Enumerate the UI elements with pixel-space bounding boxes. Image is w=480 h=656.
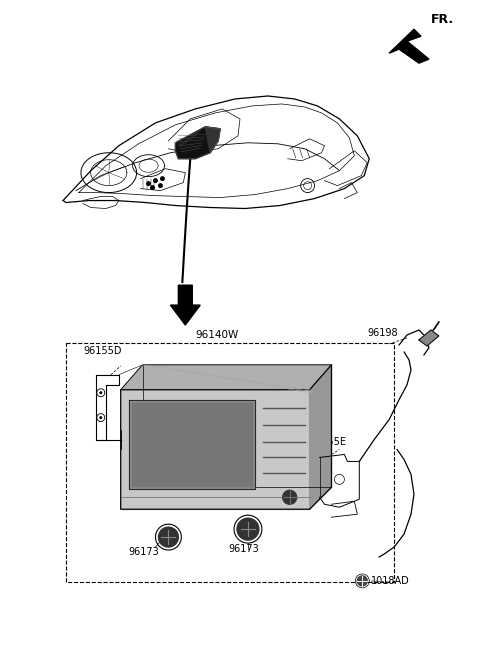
Circle shape bbox=[160, 176, 165, 181]
Text: 96140W: 96140W bbox=[195, 330, 239, 340]
Circle shape bbox=[158, 183, 163, 188]
Polygon shape bbox=[179, 131, 200, 147]
Polygon shape bbox=[205, 127, 220, 153]
Polygon shape bbox=[120, 390, 310, 509]
Circle shape bbox=[283, 490, 297, 504]
Circle shape bbox=[99, 391, 102, 394]
Bar bbox=[66, 343, 394, 582]
Polygon shape bbox=[310, 365, 332, 509]
Text: 96173: 96173 bbox=[228, 544, 259, 554]
Circle shape bbox=[237, 518, 259, 540]
Circle shape bbox=[158, 527, 179, 547]
Polygon shape bbox=[175, 127, 220, 159]
Circle shape bbox=[150, 185, 155, 190]
Text: 1018AD: 1018AD bbox=[371, 576, 410, 586]
Polygon shape bbox=[129, 400, 255, 489]
Polygon shape bbox=[389, 30, 429, 63]
Circle shape bbox=[153, 178, 158, 183]
Text: 96198: 96198 bbox=[367, 328, 398, 338]
Circle shape bbox=[146, 181, 151, 186]
Text: 96173: 96173 bbox=[129, 547, 159, 557]
Text: 96155E: 96155E bbox=[310, 438, 347, 447]
Circle shape bbox=[99, 416, 102, 419]
Polygon shape bbox=[120, 365, 332, 390]
Polygon shape bbox=[419, 330, 439, 346]
Polygon shape bbox=[170, 285, 200, 325]
Circle shape bbox=[357, 576, 367, 586]
Text: 96155D: 96155D bbox=[83, 346, 121, 356]
Text: FR.: FR. bbox=[431, 13, 454, 26]
Polygon shape bbox=[132, 403, 252, 486]
